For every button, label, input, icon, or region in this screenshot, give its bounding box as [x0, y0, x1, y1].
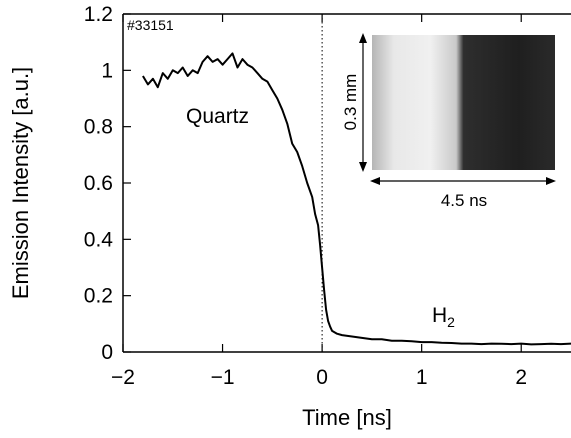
- inset-horizontal-arrowhead-left: [370, 177, 380, 185]
- y-tick-label: 0.2: [84, 285, 113, 308]
- inset-vertical-arrowhead-bottom: [359, 162, 367, 172]
- h2-label-sub: 2: [447, 314, 455, 330]
- quartz-label: Quartz: [186, 105, 249, 128]
- y-tick-label: 1.2: [84, 3, 113, 26]
- y-tick-label: 1: [101, 59, 113, 82]
- y-axis-title: Emission Intensity [a.u.]: [8, 67, 33, 299]
- inset-streak-image: 0.3 mm 4.5 ns: [341, 33, 556, 210]
- x-tick-label: 2: [515, 366, 527, 389]
- y-tick-label: 0.4: [84, 228, 114, 251]
- inset-vertical-label: 0.3 mm: [341, 74, 360, 131]
- x-axis-title: Time [ns]: [302, 405, 392, 430]
- x-tick-label: −1: [211, 366, 235, 389]
- inset-image: [372, 35, 555, 170]
- inset-vertical-arrowhead-top: [359, 33, 367, 43]
- x-ticks: −2 −1 0 1 2: [111, 14, 527, 389]
- inset-horizontal-label: 4.5 ns: [441, 191, 487, 210]
- x-tick-label: −2: [111, 366, 135, 389]
- y-tick-label: 0.8: [84, 116, 113, 139]
- h2-label-main: H: [432, 304, 447, 327]
- y-tick-label: 0: [101, 341, 113, 364]
- x-tick-label: 1: [416, 366, 428, 389]
- h2-label: H2: [432, 304, 455, 330]
- x-tick-label: 0: [316, 366, 328, 389]
- y-tick-label: 0.6: [84, 172, 113, 195]
- inset-horizontal-arrowhead-right: [546, 177, 556, 185]
- emission-intensity-line: [142, 52, 571, 346]
- series-layer: [142, 52, 571, 346]
- shot-id-label: #33151: [127, 17, 174, 33]
- y-ticks: 0 0.2 0.4 0.6 0.8 1 1.2: [84, 3, 131, 364]
